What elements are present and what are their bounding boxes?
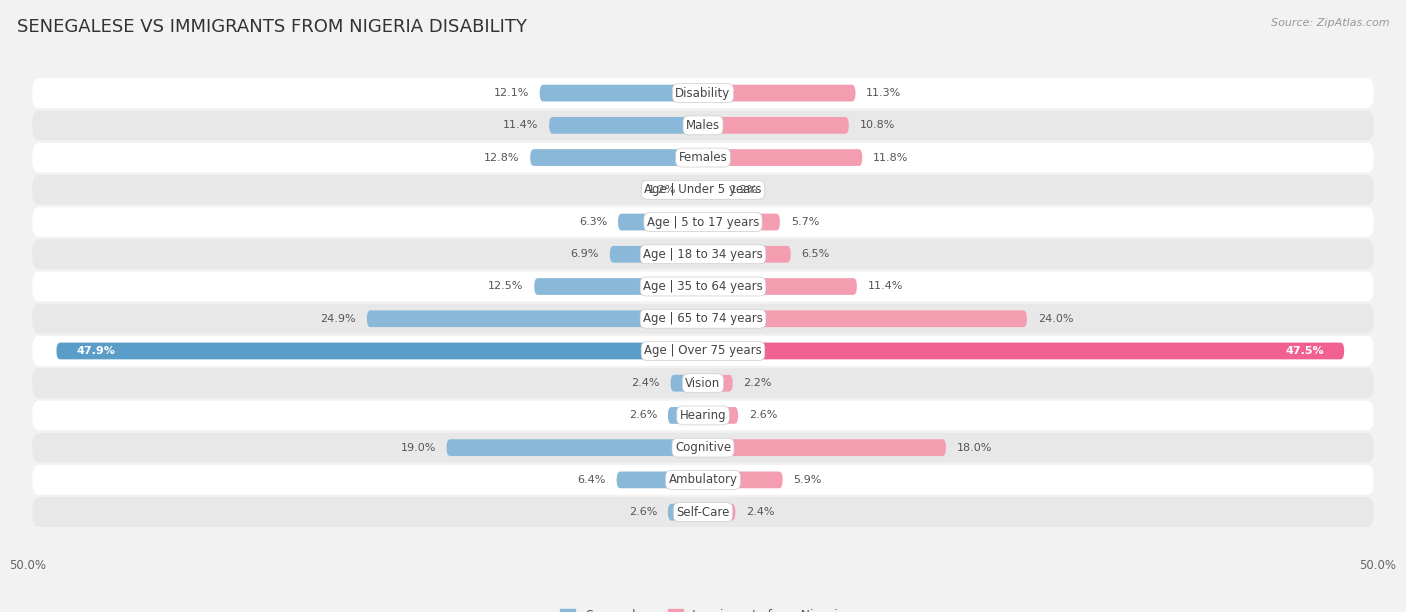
Text: 2.6%: 2.6% bbox=[628, 411, 657, 420]
Text: 5.9%: 5.9% bbox=[793, 475, 823, 485]
FancyBboxPatch shape bbox=[550, 117, 703, 133]
FancyBboxPatch shape bbox=[671, 375, 703, 392]
FancyBboxPatch shape bbox=[530, 149, 703, 166]
FancyBboxPatch shape bbox=[703, 214, 780, 230]
FancyBboxPatch shape bbox=[703, 343, 1344, 359]
FancyBboxPatch shape bbox=[703, 504, 735, 520]
FancyBboxPatch shape bbox=[32, 111, 1374, 140]
FancyBboxPatch shape bbox=[668, 407, 703, 424]
FancyBboxPatch shape bbox=[703, 375, 733, 392]
FancyBboxPatch shape bbox=[32, 272, 1374, 301]
Text: Age | 5 to 17 years: Age | 5 to 17 years bbox=[647, 215, 759, 228]
FancyBboxPatch shape bbox=[686, 181, 703, 198]
FancyBboxPatch shape bbox=[32, 207, 1374, 237]
Text: 18.0%: 18.0% bbox=[956, 442, 993, 453]
Text: 6.4%: 6.4% bbox=[578, 475, 606, 485]
FancyBboxPatch shape bbox=[32, 78, 1374, 108]
Text: 12.8%: 12.8% bbox=[484, 152, 519, 163]
Text: 2.6%: 2.6% bbox=[628, 507, 657, 517]
FancyBboxPatch shape bbox=[534, 278, 703, 295]
Text: Vision: Vision bbox=[685, 377, 721, 390]
FancyBboxPatch shape bbox=[703, 181, 720, 198]
Text: Age | Under 5 years: Age | Under 5 years bbox=[644, 184, 762, 196]
Text: 6.5%: 6.5% bbox=[801, 249, 830, 259]
Text: 11.4%: 11.4% bbox=[503, 121, 538, 130]
FancyBboxPatch shape bbox=[617, 471, 703, 488]
FancyBboxPatch shape bbox=[32, 433, 1374, 463]
Text: 11.8%: 11.8% bbox=[873, 152, 908, 163]
FancyBboxPatch shape bbox=[32, 401, 1374, 430]
Legend: Senegalese, Immigrants from Nigeria: Senegalese, Immigrants from Nigeria bbox=[560, 609, 846, 612]
Text: 11.3%: 11.3% bbox=[866, 88, 901, 98]
Text: Source: ZipAtlas.com: Source: ZipAtlas.com bbox=[1271, 18, 1389, 28]
FancyBboxPatch shape bbox=[703, 407, 738, 424]
Text: 2.4%: 2.4% bbox=[631, 378, 659, 388]
FancyBboxPatch shape bbox=[367, 310, 703, 327]
FancyBboxPatch shape bbox=[32, 465, 1374, 494]
Text: 19.0%: 19.0% bbox=[401, 442, 436, 453]
FancyBboxPatch shape bbox=[703, 117, 849, 133]
FancyBboxPatch shape bbox=[703, 149, 862, 166]
FancyBboxPatch shape bbox=[32, 498, 1374, 527]
Text: 24.0%: 24.0% bbox=[1038, 314, 1073, 324]
FancyBboxPatch shape bbox=[668, 504, 703, 520]
Text: Age | 35 to 64 years: Age | 35 to 64 years bbox=[643, 280, 763, 293]
FancyBboxPatch shape bbox=[703, 439, 946, 456]
Text: Cognitive: Cognitive bbox=[675, 441, 731, 454]
FancyBboxPatch shape bbox=[32, 239, 1374, 269]
FancyBboxPatch shape bbox=[56, 343, 703, 359]
FancyBboxPatch shape bbox=[32, 143, 1374, 173]
Text: 47.9%: 47.9% bbox=[77, 346, 115, 356]
Text: SENEGALESE VS IMMIGRANTS FROM NIGERIA DISABILITY: SENEGALESE VS IMMIGRANTS FROM NIGERIA DI… bbox=[17, 18, 527, 36]
FancyBboxPatch shape bbox=[703, 84, 855, 102]
FancyBboxPatch shape bbox=[703, 278, 856, 295]
FancyBboxPatch shape bbox=[540, 84, 703, 102]
Text: 47.5%: 47.5% bbox=[1285, 346, 1324, 356]
Text: Hearing: Hearing bbox=[679, 409, 727, 422]
Text: Age | Over 75 years: Age | Over 75 years bbox=[644, 345, 762, 357]
Text: 6.3%: 6.3% bbox=[579, 217, 607, 227]
Text: 2.2%: 2.2% bbox=[744, 378, 772, 388]
Text: Ambulatory: Ambulatory bbox=[668, 474, 738, 487]
FancyBboxPatch shape bbox=[703, 246, 790, 263]
FancyBboxPatch shape bbox=[703, 310, 1026, 327]
FancyBboxPatch shape bbox=[32, 336, 1374, 366]
Text: 24.9%: 24.9% bbox=[321, 314, 356, 324]
Text: 10.8%: 10.8% bbox=[859, 121, 896, 130]
FancyBboxPatch shape bbox=[32, 175, 1374, 204]
Text: 1.2%: 1.2% bbox=[648, 185, 676, 195]
FancyBboxPatch shape bbox=[619, 214, 703, 230]
Text: Males: Males bbox=[686, 119, 720, 132]
Text: 6.9%: 6.9% bbox=[571, 249, 599, 259]
Text: 12.1%: 12.1% bbox=[494, 88, 529, 98]
Text: 1.2%: 1.2% bbox=[730, 185, 758, 195]
Text: Self-Care: Self-Care bbox=[676, 506, 730, 518]
Text: 5.7%: 5.7% bbox=[790, 217, 820, 227]
Text: Females: Females bbox=[679, 151, 727, 164]
Text: 2.6%: 2.6% bbox=[749, 411, 778, 420]
FancyBboxPatch shape bbox=[32, 368, 1374, 398]
Text: 12.5%: 12.5% bbox=[488, 282, 523, 291]
Text: Age | 18 to 34 years: Age | 18 to 34 years bbox=[643, 248, 763, 261]
FancyBboxPatch shape bbox=[32, 304, 1374, 334]
Text: Age | 65 to 74 years: Age | 65 to 74 years bbox=[643, 312, 763, 325]
FancyBboxPatch shape bbox=[447, 439, 703, 456]
Text: Disability: Disability bbox=[675, 87, 731, 100]
Text: 2.4%: 2.4% bbox=[747, 507, 775, 517]
Text: 11.4%: 11.4% bbox=[868, 282, 903, 291]
FancyBboxPatch shape bbox=[703, 471, 783, 488]
FancyBboxPatch shape bbox=[610, 246, 703, 263]
